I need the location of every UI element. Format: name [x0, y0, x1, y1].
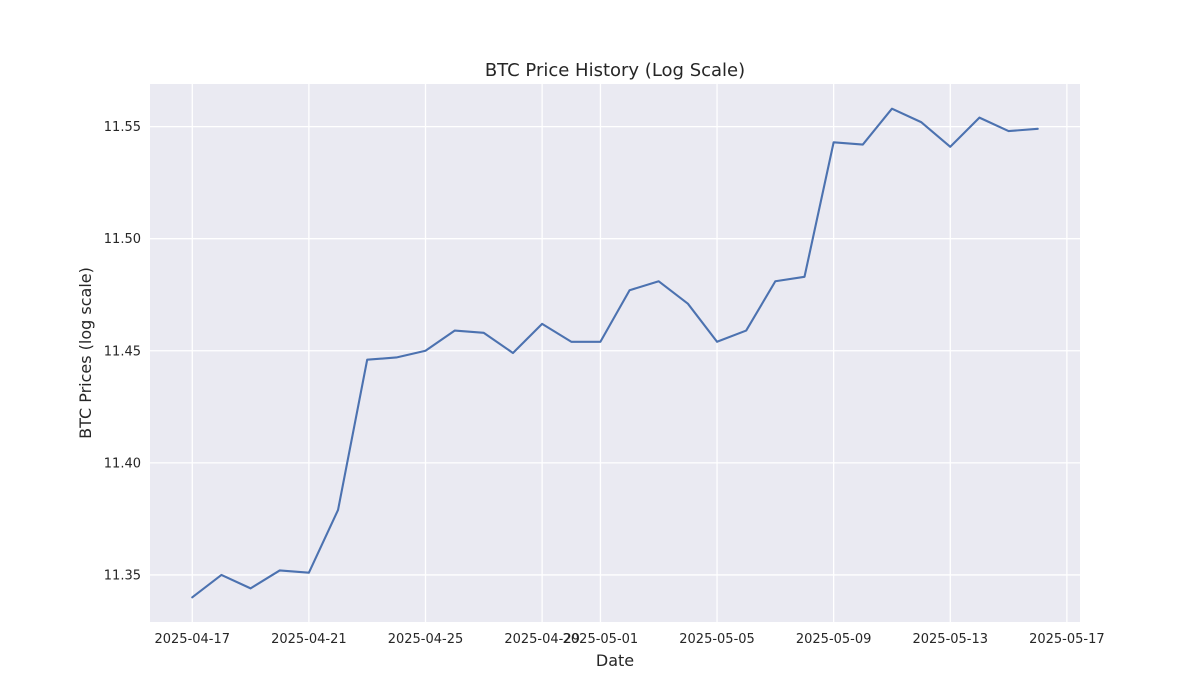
- x-tick-label: 2025-04-21: [271, 632, 347, 647]
- x-axis-label: Date: [596, 651, 634, 670]
- x-tick-label: 2025-04-25: [388, 632, 464, 647]
- y-tick-label: 11.45: [104, 344, 141, 359]
- x-tick-label: 2025-05-09: [796, 632, 872, 647]
- price-series-line: [191, 107, 1039, 599]
- x-tick-label: 2025-05-05: [679, 632, 755, 647]
- x-axis-ticks: 2025-04-17 2025-04-21 2025-04-25 2025-04-29…: [154, 632, 1104, 647]
- y-axis-label: BTC Prices (log scale): [76, 267, 95, 439]
- chart-title: BTC Price History (Log Scale): [485, 60, 745, 81]
- y-axis-ticks: 11.35 11.40 11.45 11.50 11.55: [104, 120, 141, 583]
- x-tick-label: 2025-05-01: [563, 632, 639, 647]
- series-layer: [191, 107, 1039, 599]
- y-tick-label: 11.35: [104, 568, 141, 583]
- x-tick-label: 2025-04-17: [154, 632, 230, 647]
- plot-area: [150, 84, 1080, 622]
- x-tick-label: 2025-05-13: [912, 632, 988, 647]
- y-tick-label: 11.50: [104, 232, 141, 247]
- x-tick-label: 2025-04-29: [504, 632, 580, 647]
- y-tick-label: 11.55: [104, 120, 141, 135]
- x-tick-label: 2025-05-17: [1029, 632, 1105, 647]
- y-tick-label: 11.40: [104, 456, 141, 471]
